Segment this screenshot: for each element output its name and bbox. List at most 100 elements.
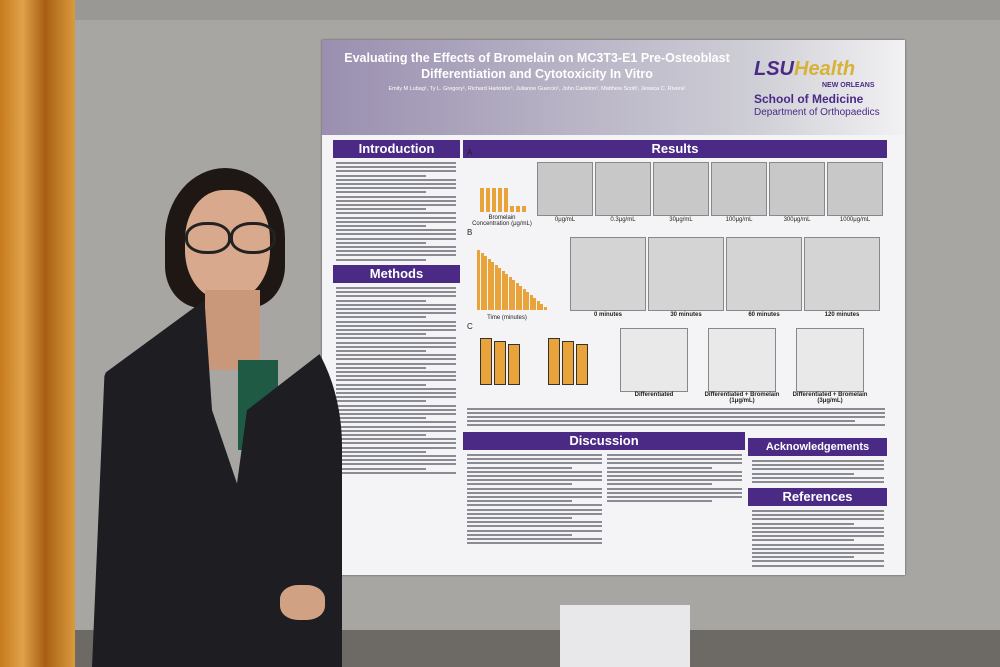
image-label: 300μg/mL — [783, 217, 811, 223]
logo: LSUHealth — [754, 58, 855, 81]
micrograph — [804, 237, 880, 311]
plot-bar — [526, 292, 529, 310]
poster-title: Evaluating the Effects of Bromelain on M… — [344, 51, 730, 81]
plot-bar — [484, 256, 487, 310]
micrograph — [653, 162, 709, 216]
plot-bar — [480, 188, 484, 212]
plot-bar — [501, 271, 505, 310]
plot-bar — [522, 206, 526, 212]
text-line — [607, 483, 712, 486]
logo-lsu: LSU — [754, 58, 794, 80]
text-line — [336, 366, 426, 369]
text-line — [752, 564, 884, 567]
text-line — [336, 170, 456, 173]
poster: Evaluating the Effects of Bromelain on M… — [322, 40, 905, 575]
text-line — [336, 467, 426, 470]
text-line — [752, 510, 884, 512]
text-line — [752, 539, 854, 542]
image-label: 0μg/mL — [554, 217, 576, 223]
image-label: Differentiated — [634, 392, 674, 398]
text-line — [752, 476, 884, 479]
image-label: Differentiated + Bromelain (1μg/mL) — [704, 392, 780, 404]
text-line — [336, 329, 456, 331]
panel-letter: B — [467, 228, 473, 237]
text-line — [752, 531, 884, 533]
text-line — [467, 500, 572, 503]
micrograph — [726, 237, 802, 311]
text-line — [336, 345, 456, 348]
text-line — [336, 246, 456, 248]
text-line — [336, 362, 456, 365]
plot-bar — [508, 344, 520, 385]
plot-bar — [562, 341, 574, 385]
text-line — [752, 522, 854, 525]
plot-bar — [529, 295, 533, 310]
text-line — [467, 542, 602, 545]
plot-bar — [548, 338, 560, 385]
text-line — [467, 487, 602, 490]
text-line — [607, 479, 742, 482]
text-line — [336, 295, 456, 298]
logo-health: Health — [794, 58, 856, 80]
text-line — [467, 491, 602, 494]
glasses — [185, 222, 231, 254]
text-line — [336, 312, 456, 315]
micrograph — [769, 162, 825, 216]
micrograph — [827, 162, 883, 216]
text-line — [336, 258, 426, 261]
plot-bar — [505, 274, 508, 310]
text-line — [467, 424, 885, 426]
plot-bar — [491, 262, 494, 310]
hand — [280, 585, 325, 620]
text-line — [336, 358, 456, 361]
micrograph — [537, 162, 593, 216]
text-line — [467, 529, 602, 532]
section-header: References — [748, 488, 887, 506]
text-line — [336, 400, 426, 403]
text-line — [336, 434, 426, 436]
text-line — [336, 254, 456, 257]
text-line — [336, 442, 456, 445]
authors: Emily M Lubag¹, Ty L. Gregory¹, Richard … — [388, 86, 686, 92]
text-line — [467, 508, 602, 511]
text-line — [467, 525, 602, 528]
plot-bar — [540, 304, 543, 310]
text-line — [336, 287, 456, 289]
text-line — [607, 500, 712, 503]
micrograph — [620, 328, 688, 392]
plot-bar — [492, 188, 496, 212]
plot-bar — [508, 277, 512, 310]
text-line — [336, 350, 426, 352]
plot-bar — [487, 259, 491, 310]
section-header: Results — [463, 140, 887, 158]
text-line — [336, 191, 426, 194]
text-line — [336, 371, 456, 373]
plot-bar — [522, 289, 526, 310]
text-line — [336, 324, 456, 327]
plot-bar — [480, 253, 484, 310]
text-line — [467, 462, 602, 465]
text-line — [336, 379, 456, 382]
text-line — [336, 208, 426, 211]
text-line — [336, 316, 426, 319]
text-line — [467, 517, 572, 519]
panel-letter: A — [467, 148, 473, 157]
text-line — [336, 333, 426, 336]
text-line — [336, 187, 456, 190]
image-label: 30μg/mL — [669, 217, 693, 223]
text-line — [336, 166, 456, 169]
section-header: Introduction — [333, 140, 460, 158]
plot-bar — [510, 206, 514, 212]
text-line — [752, 560, 884, 563]
text-line — [336, 320, 456, 323]
text-line — [467, 538, 602, 540]
plot-bar — [576, 344, 588, 385]
wood-wall — [0, 0, 75, 667]
text-line — [336, 178, 456, 181]
text-line — [607, 462, 742, 465]
image-label: 0 minutes — [593, 312, 622, 318]
text-line — [336, 337, 456, 340]
image-label: 0.3μg/mL — [610, 217, 636, 223]
text-line — [752, 526, 884, 529]
